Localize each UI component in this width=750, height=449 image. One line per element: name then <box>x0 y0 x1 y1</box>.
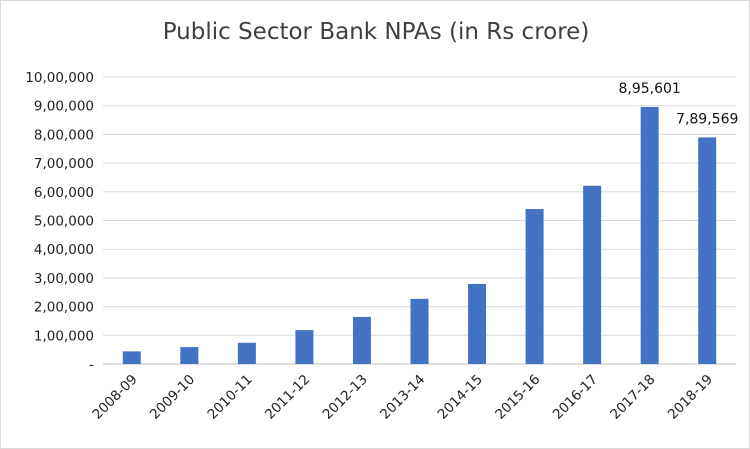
y-tick-label: - <box>89 357 94 373</box>
data-label: 7,89,569 <box>676 111 738 127</box>
x-tick-label: 2012-13 <box>320 372 371 423</box>
x-tick-label: 2016-17 <box>550 372 601 423</box>
bar <box>180 347 199 364</box>
y-tick-label: 7,00,000 <box>34 156 94 172</box>
x-tick-label: 2015-16 <box>492 372 543 423</box>
bar <box>583 185 602 364</box>
bar <box>295 330 314 364</box>
chart-title: Public Sector Bank NPAs (in Rs crore) <box>162 19 590 45</box>
x-tick-label: 2013-14 <box>377 372 428 423</box>
bar <box>352 316 371 364</box>
bar <box>698 137 717 364</box>
y-tick-label: 4,00,000 <box>34 242 94 258</box>
x-tick-label: 2018-19 <box>665 372 716 423</box>
y-tick-label: 10,00,000 <box>25 70 94 86</box>
x-tick-label: 2011-12 <box>262 372 313 423</box>
bar <box>237 342 256 364</box>
x-tick-label: 2010-11 <box>204 372 255 423</box>
y-tick-label: 3,00,000 <box>34 271 94 287</box>
y-tick-label: 1,00,000 <box>34 328 94 344</box>
data-label: 8,95,601 <box>619 81 681 97</box>
y-tick-label: 8,00,000 <box>34 127 94 143</box>
x-tick-label: 2017-18 <box>607 372 658 423</box>
x-tick-label: 2009-10 <box>147 372 198 423</box>
y-tick-label: 6,00,000 <box>34 185 94 201</box>
bar <box>122 351 141 364</box>
bar <box>468 283 487 364</box>
x-tick-label: 2014-15 <box>435 372 486 423</box>
y-tick-label: 2,00,000 <box>34 300 94 316</box>
bar <box>410 298 429 364</box>
y-tick-label: 5,00,000 <box>34 214 94 230</box>
bar <box>525 209 544 364</box>
y-tick-label: 9,00,000 <box>34 99 94 115</box>
x-tick-label: 2008-09 <box>89 372 140 423</box>
bar <box>640 106 659 364</box>
